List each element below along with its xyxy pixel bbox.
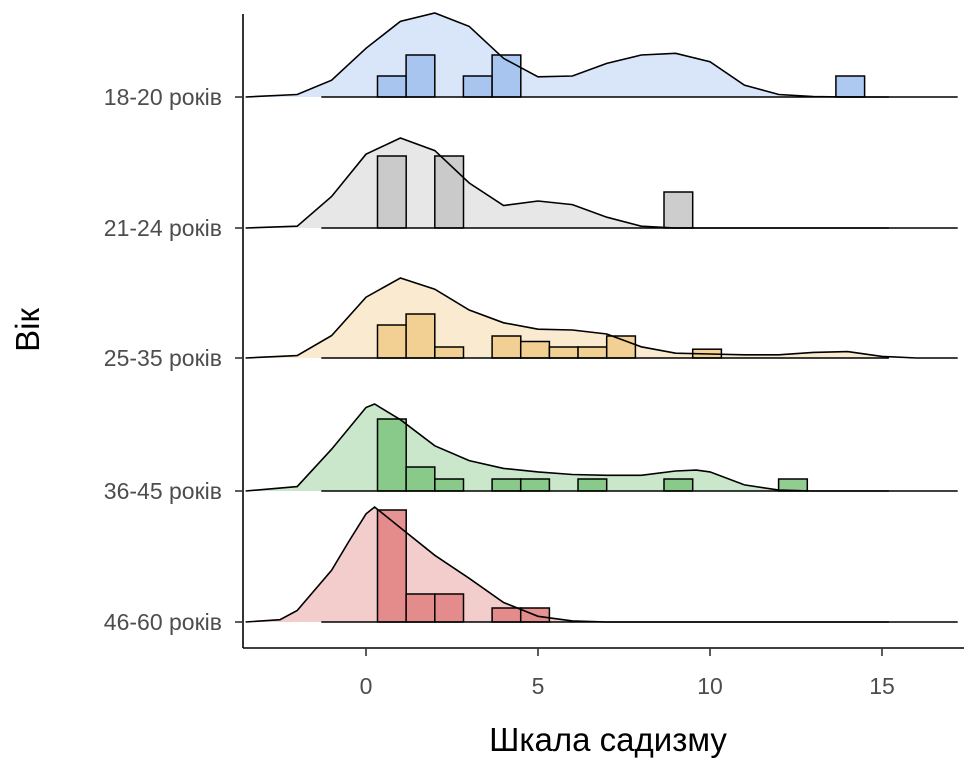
histogram-bar [405, 593, 436, 623]
histogram-bar [491, 54, 522, 98]
histogram-bar [519, 340, 551, 359]
ridges-group [245, 12, 958, 623]
x-tick-label: 5 [532, 673, 545, 699]
histogram-bar [405, 54, 436, 98]
histogram-bar [491, 607, 522, 623]
histogram-bar [434, 155, 465, 229]
histogram-bar [491, 478, 522, 492]
histogram-bar [777, 478, 809, 492]
histogram-bar [519, 478, 551, 492]
x-axis-title: Шкала садизму [489, 721, 727, 758]
y-axis-title: Вік [9, 308, 46, 352]
x-tick-label: 15 [869, 673, 895, 699]
y-tick-label: 25-35 років [104, 345, 222, 371]
histogram-bar [376, 155, 407, 229]
density-line [245, 277, 958, 359]
density-area [245, 404, 958, 491]
density-line [245, 12, 958, 98]
histogram-bar [434, 478, 465, 492]
density-area [245, 507, 958, 622]
histogram-bar [577, 346, 608, 359]
ridge-25-35 [245, 277, 958, 359]
histogram-bar [491, 335, 522, 359]
density-line [245, 137, 958, 229]
y-tick-label: 21-24 років [104, 215, 222, 241]
histogram-bar [376, 509, 407, 623]
histogram-bar [835, 75, 866, 98]
histogram-bar [577, 478, 608, 492]
ridge-36-45 [245, 403, 958, 492]
histogram-bar [663, 191, 694, 229]
y-ticks-group: 18-20 років 21-24 років 25-35 років 36-45 р… [104, 84, 243, 635]
y-tick-label: 36-45 років [104, 478, 222, 504]
density-line [245, 505, 958, 623]
x-tick-label: 10 [697, 673, 723, 699]
ridge-46-60 [245, 505, 958, 623]
histogram-bar [434, 346, 465, 359]
ridge-18-20 [245, 12, 958, 98]
x-tick-label: 0 [360, 673, 373, 699]
density-area [245, 138, 958, 228]
x-ticks-group: 0 5 10 15 [360, 648, 895, 699]
histogram-bar [434, 593, 465, 623]
histogram-bar [462, 75, 493, 98]
density-area [245, 278, 958, 358]
y-tick-label: 18-20 років [104, 84, 222, 110]
density-line [245, 403, 958, 492]
histogram-bar [376, 75, 407, 98]
histogram-bar [405, 466, 436, 492]
histogram-bar [548, 346, 579, 359]
histogram-bar [663, 478, 694, 492]
histogram-bar [376, 418, 407, 492]
y-tick-label: 46-60 років [104, 609, 222, 635]
histogram-bar [405, 313, 436, 359]
histogram-bar [376, 324, 407, 359]
ridge-21-24 [245, 137, 958, 229]
